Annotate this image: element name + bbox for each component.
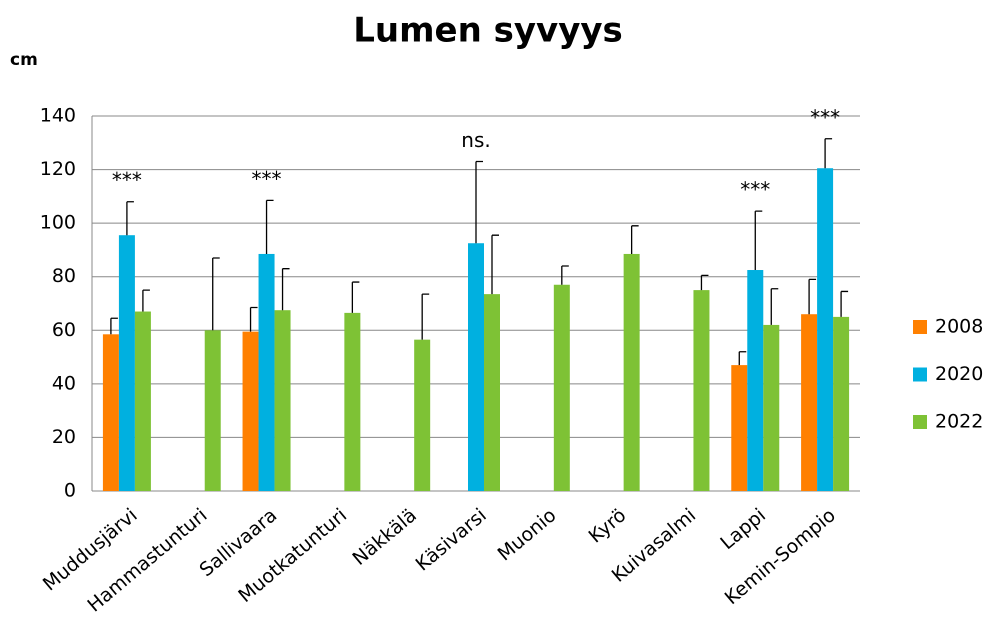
error-bar — [249, 306, 258, 332]
bar — [623, 253, 640, 491]
bar — [102, 334, 119, 491]
bar — [801, 314, 818, 491]
error-bar — [770, 288, 779, 325]
x-tick-label: Hammastunturi — [83, 504, 211, 616]
bar — [204, 330, 221, 491]
error-bar — [421, 293, 430, 340]
bar — [344, 312, 361, 491]
bar — [468, 243, 484, 491]
bar — [242, 331, 259, 491]
bar — [274, 310, 291, 491]
legend-swatch — [913, 320, 927, 334]
legend-label: 2022 — [935, 411, 983, 433]
annotation: *** — [112, 168, 142, 192]
bar — [553, 284, 570, 491]
error-bar — [475, 160, 483, 244]
error-bar — [491, 234, 499, 295]
error-bar — [126, 201, 134, 236]
error-bar — [281, 268, 290, 311]
y-tick-label: 60 — [52, 319, 76, 341]
error-bar — [700, 274, 709, 291]
x-tick-label: Kyrö — [585, 504, 631, 547]
error-bar — [808, 278, 817, 315]
x-tick-label: Näkkälä — [348, 504, 420, 570]
error-bar — [265, 199, 274, 254]
x-tick-label: Lappi — [716, 504, 770, 554]
annotation: ns. — [461, 128, 490, 152]
y-tick-label: 40 — [52, 372, 76, 394]
bar — [134, 311, 151, 491]
y-axis-label: cm — [10, 50, 38, 70]
x-tick-label: Käsivarsi — [412, 504, 491, 575]
error-bar — [561, 265, 569, 285]
error-bar — [110, 317, 118, 335]
bar — [763, 324, 780, 491]
error-bar — [754, 210, 763, 271]
y-tick-label: 140 — [40, 105, 76, 127]
legend-swatch — [913, 415, 927, 429]
annotation: *** — [252, 167, 282, 191]
bar — [258, 253, 275, 491]
error-bar — [824, 138, 833, 169]
error-bar — [351, 281, 360, 313]
error-bar — [630, 225, 639, 254]
bar — [414, 339, 431, 491]
y-tick-label: 0 — [64, 480, 76, 502]
error-bar — [840, 290, 849, 317]
error-bar — [212, 257, 220, 331]
bar — [118, 235, 135, 491]
bar — [693, 290, 710, 491]
error-bar — [738, 351, 747, 366]
legend-swatch — [913, 367, 927, 382]
legend-label: 2008 — [935, 316, 983, 338]
error-bar — [142, 289, 150, 312]
x-tick-label: Muonio — [494, 504, 561, 565]
y-tick-label: 100 — [40, 212, 76, 234]
bar — [484, 294, 500, 491]
y-tick-label: 20 — [52, 426, 76, 448]
annotation: *** — [740, 178, 770, 202]
bar — [817, 168, 834, 491]
y-tick-label: 120 — [40, 158, 76, 180]
legend-label: 2020 — [935, 363, 983, 385]
chart-title: Lumen syvyys — [353, 11, 623, 51]
bar — [747, 270, 764, 491]
y-tick-label: 80 — [52, 265, 76, 287]
annotation: *** — [810, 105, 840, 129]
bar — [731, 365, 748, 491]
bar — [833, 316, 850, 491]
